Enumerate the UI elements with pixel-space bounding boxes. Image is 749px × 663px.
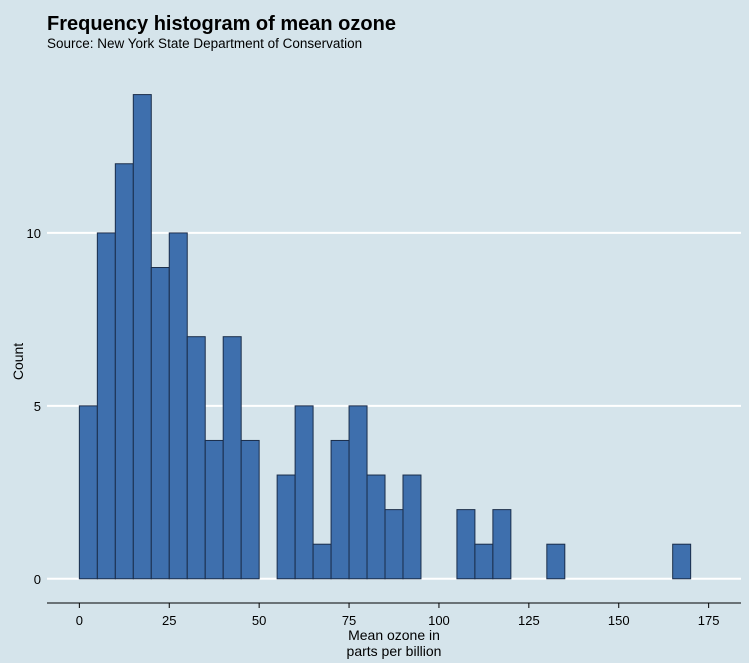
y-tick-label: 5	[34, 399, 41, 414]
y-tick-label: 0	[34, 572, 41, 587]
histogram-bar	[366, 474, 386, 580]
histogram-bar	[114, 163, 134, 580]
histogram-bar	[402, 474, 422, 580]
x-tick-label: 125	[518, 613, 540, 628]
histogram-bar	[312, 543, 332, 580]
x-axis-label-line-2: parts per billion	[347, 643, 442, 659]
histogram-bar	[168, 232, 188, 580]
x-tick-label: 75	[342, 613, 356, 628]
x-axis-label-line-1: Mean ozone in	[348, 627, 440, 643]
histogram-bar	[492, 509, 512, 580]
histogram-bar	[474, 543, 494, 580]
histogram-bar	[222, 336, 242, 580]
y-axis-label: Count	[10, 343, 26, 380]
histogram-bar	[132, 94, 152, 580]
histogram-bar	[294, 405, 314, 580]
x-tick-label: 25	[162, 613, 176, 628]
x-tick-label: 100	[428, 613, 450, 628]
histogram-bar	[150, 267, 170, 580]
x-tick-label: 50	[252, 613, 266, 628]
y-tick-label: 10	[27, 226, 41, 241]
histogram-bar	[204, 439, 224, 580]
histogram-bar	[330, 439, 350, 580]
chart-title: Frequency histogram of mean ozone	[47, 13, 396, 35]
x-tick-label: 175	[698, 613, 720, 628]
histogram-bars	[78, 94, 692, 580]
histogram-bar	[78, 405, 98, 580]
histogram-bar	[672, 543, 692, 580]
histogram-bar	[240, 439, 260, 580]
chart-subtitle: Source: New York State Department of Con…	[47, 36, 363, 51]
histogram-bar	[186, 336, 206, 580]
histogram-bar	[456, 509, 476, 580]
x-tick-label: 0	[76, 613, 83, 628]
x-tick-label: 150	[608, 613, 630, 628]
histogram-bar	[348, 405, 368, 580]
histogram-bar	[384, 509, 404, 580]
histogram-bar	[546, 543, 566, 580]
histogram-bar	[96, 232, 116, 580]
histogram-bar	[276, 474, 296, 580]
